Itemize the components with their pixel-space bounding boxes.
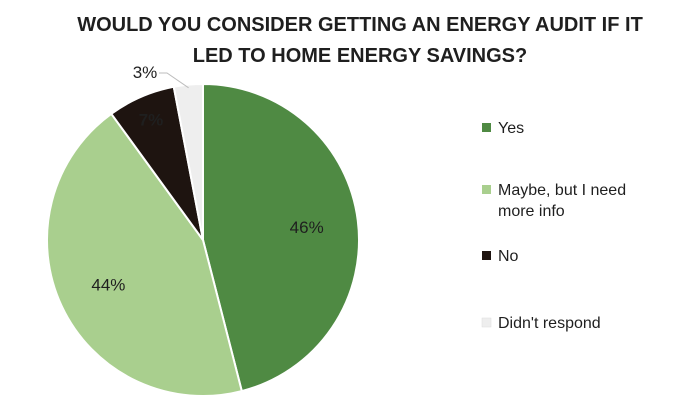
legend-swatch-0 [482, 123, 491, 132]
chart-title: WOULD YOU CONSIDER GETTING AN ENERGY AUD… [77, 14, 643, 67]
pie-slice-1 [46, 112, 244, 397]
legend-swatch-1 [482, 185, 491, 194]
pie-data-labels: 46% 44% 7% 3% [91, 63, 323, 295]
legend-swatch-3 [481, 317, 492, 328]
leader-line-3 [159, 72, 189, 89]
legend-label-3-line-0: Didn't respond [498, 315, 601, 332]
data-label-2: 7% [139, 111, 164, 130]
pie-slices [46, 82, 361, 397]
legend-label-1-line-1: more info [498, 203, 565, 220]
data-label-1: 44% [91, 276, 125, 295]
pie-slice-0 [202, 82, 361, 393]
pie-slice-3 [172, 82, 204, 241]
data-label-3: 3% [133, 63, 158, 82]
chart-title-line-2: LED TO HOME ENERGY SAVINGS? [193, 45, 528, 67]
legend-entry-0: Yes [482, 120, 524, 137]
legend-entry-2: No [482, 248, 519, 265]
legend-label-1-line-0: Maybe, but I need [498, 182, 626, 199]
legend-entry-3: Didn't respond [481, 315, 601, 332]
legend-label-2-line-0: No [498, 248, 519, 265]
legend-label-0-line-0: Yes [498, 120, 524, 137]
legend-swatch-2 [482, 251, 491, 260]
chart-title-line-1: WOULD YOU CONSIDER GETTING AN ENERGY AUD… [77, 14, 643, 36]
legend-entry-1: Maybe, but I need more info [482, 182, 626, 220]
data-label-0: 46% [290, 218, 324, 237]
legend: Yes Maybe, but I need more info No Didn't re… [481, 120, 626, 332]
